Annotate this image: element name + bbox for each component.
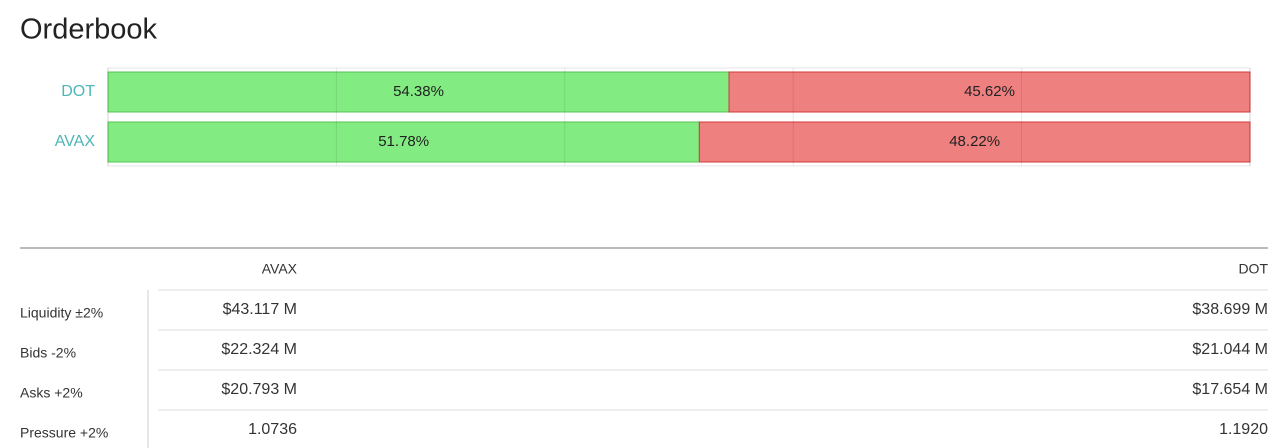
row-label: Asks +2% bbox=[20, 385, 83, 401]
column-header: AVAX bbox=[262, 261, 298, 277]
bar-value-label: 48.22% bbox=[949, 133, 1000, 150]
table-cell: $38.699 M bbox=[1192, 301, 1268, 318]
bar-value-label: 54.38% bbox=[393, 83, 444, 100]
table-cell: 1.1920 bbox=[1219, 421, 1268, 438]
bar-segment bbox=[728, 71, 1251, 113]
row-label: Bids -2% bbox=[20, 345, 76, 361]
bar-segment bbox=[107, 121, 700, 163]
row-label: Pressure +2% bbox=[20, 425, 108, 441]
bar-segment bbox=[698, 121, 1251, 163]
title: Orderbook bbox=[20, 14, 158, 46]
table-cell: $17.654 M bbox=[1192, 381, 1268, 398]
table-cell: $21.044 M bbox=[1192, 341, 1268, 358]
table-cell: 1.0736 bbox=[248, 421, 297, 438]
bar-value-label: 45.62% bbox=[964, 83, 1015, 100]
row-label: Liquidity ±2% bbox=[20, 305, 103, 321]
table-cell: $22.324 M bbox=[221, 341, 297, 358]
bar-value-label: 51.78% bbox=[378, 133, 429, 150]
table-cell: $43.117 M bbox=[223, 301, 297, 318]
table-cell: $20.793 M bbox=[221, 381, 297, 398]
bar-segment bbox=[107, 71, 730, 113]
column-header: DOT bbox=[1238, 261, 1268, 277]
category-label: AVAX bbox=[55, 133, 96, 150]
category-label: DOT bbox=[61, 83, 95, 100]
